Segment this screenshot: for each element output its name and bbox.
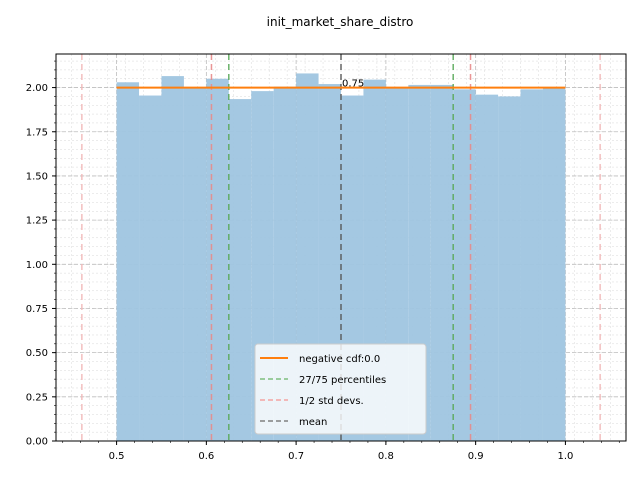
y-tick-label: 1.75: [26, 127, 48, 138]
histogram-bar: [475, 94, 499, 442]
y-tick-label: 1.00: [26, 260, 48, 271]
histogram-bar: [498, 96, 521, 442]
legend-box: [254, 343, 427, 435]
legend-entry-label: mean: [299, 417, 327, 428]
histogram-bar: [161, 76, 184, 441]
y-tick-label: 0.25: [26, 392, 48, 403]
histogram-bar: [206, 78, 229, 442]
y-tick-label: 1.25: [26, 216, 48, 227]
legend-entry-label: 27/75 percentiles: [299, 375, 386, 386]
y-tick-label: 1.50: [26, 171, 48, 182]
legend: negative cdf:0.0 27/75 percentiles 1/2 std…: [254, 343, 427, 435]
x-tick-label: 0.6: [198, 451, 214, 462]
plot-frame: [55, 53, 627, 442]
histogram-bar: [183, 87, 207, 441]
x-tick-label: 0.9: [468, 451, 484, 462]
x-tick-label: 0.5: [109, 451, 125, 462]
x-axis-ticks: 0.5 0.6 0.7 0.8 0.9 1.0: [62, 441, 620, 462]
x-tick-label: 1.0: [557, 451, 573, 462]
y-tick-label: 0.50: [26, 348, 48, 359]
y-tick-label: 0.00: [26, 437, 48, 448]
reference-lines: [81, 54, 601, 441]
histogram-bar: [430, 84, 454, 442]
y-axis-ticks: 0.00 0.25 0.50 0.75 1.00 1.25 1.50 1.75 2.00: [26, 60, 56, 448]
histogram-bar: [228, 99, 252, 441]
histogram-bar: [116, 82, 140, 441]
legend-entry-label: 1/2 std devs.: [299, 396, 364, 407]
mean-annotation: 0.75: [342, 79, 364, 90]
y-tick-label: 2.00: [26, 83, 48, 94]
chart-title: init_market_share_distro: [267, 15, 414, 29]
x-tick-label: 0.7: [288, 451, 304, 462]
histogram-bars: [116, 73, 566, 442]
histogram-bar: [453, 89, 476, 441]
legend-entry-label: negative cdf:0.0: [299, 354, 380, 365]
x-tick-label: 0.8: [378, 451, 394, 462]
histogram-bar: [139, 95, 162, 441]
histogram-bar: [542, 87, 566, 441]
histogram-bar: [520, 89, 543, 441]
y-tick-label: 0.75: [26, 304, 48, 315]
